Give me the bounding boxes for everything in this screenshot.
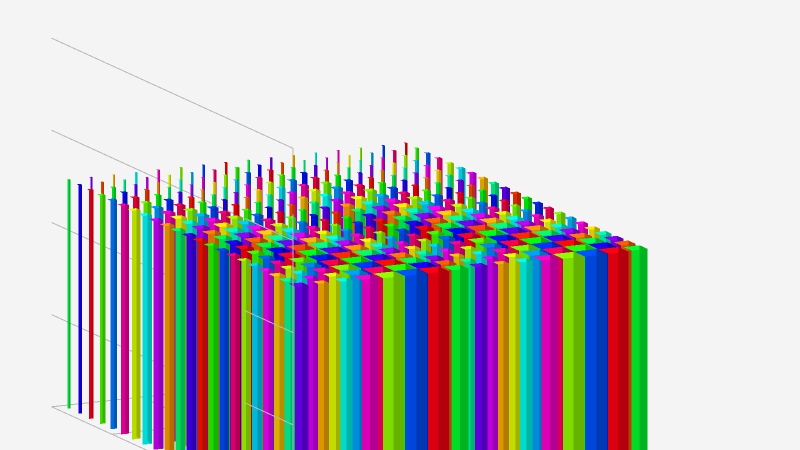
bar-face-front	[268, 267, 274, 450]
bar-face-front	[102, 193, 106, 424]
bar3d-item	[66, 179, 71, 409]
bar3d-item	[373, 271, 404, 450]
bar-face-front	[639, 245, 648, 450]
bar-face-front	[213, 242, 219, 450]
bar3d-item	[288, 282, 309, 450]
bar-face-front	[370, 274, 378, 450]
grid-line-wall-z-front	[244, 402, 294, 426]
bar3d-item	[170, 227, 186, 450]
bar3d-item	[574, 249, 608, 450]
bar-face-front	[393, 271, 404, 450]
bar3d-item	[127, 208, 141, 440]
bar3d-item	[214, 248, 229, 450]
bar-face-front	[573, 251, 584, 450]
bar-face-front	[481, 263, 488, 450]
bar3d-item	[268, 272, 285, 450]
grid-line-wall-z-front	[244, 217, 294, 241]
bar-face-front	[526, 258, 533, 450]
bar3d-item	[225, 253, 240, 450]
bar-face-front	[158, 217, 164, 449]
bar3d-item	[313, 280, 330, 450]
bar-face-front	[91, 188, 94, 419]
bar3d-item	[117, 203, 129, 435]
bar-face-front	[290, 277, 297, 450]
bar3d-item	[236, 258, 251, 450]
grid-line-wall-z-front	[244, 125, 294, 149]
bar3d-item	[138, 213, 153, 445]
bar-face-front	[69, 179, 71, 409]
bar-face-front	[147, 213, 153, 444]
bar-face-front	[312, 275, 318, 450]
bar3d-item	[159, 222, 175, 450]
bar3d-item	[302, 275, 318, 450]
bar3d-item	[334, 277, 353, 450]
bar-face-front	[224, 248, 229, 450]
bar3d-item	[533, 254, 559, 450]
bar-face-front	[438, 266, 449, 450]
bar3d-item	[353, 274, 378, 450]
bar3d-item	[278, 277, 297, 450]
bar3d-item	[469, 263, 488, 450]
bar3d-item	[443, 264, 469, 450]
bar-face-front	[503, 260, 509, 450]
bar3d-item	[192, 237, 208, 450]
bar-face-front	[113, 198, 118, 429]
bar-face-front	[246, 258, 251, 450]
bar-face-front	[136, 208, 141, 439]
bar-face-front	[618, 247, 629, 450]
bar3d-item	[623, 245, 648, 450]
bar-face-front	[346, 277, 353, 450]
grid-line-wall-z	[51, 406, 148, 450]
bar-face-front	[323, 280, 330, 450]
bar3d-item	[513, 258, 533, 450]
bar3d-item	[552, 251, 584, 450]
bar-face-front	[180, 227, 186, 450]
bar3d-item	[394, 268, 428, 450]
bar3d-item	[97, 193, 106, 425]
bar3d-item	[597, 247, 629, 450]
bar3d-item	[481, 255, 498, 450]
bar-face-front	[550, 254, 559, 450]
bar-face-front	[202, 237, 208, 450]
bar3d-item	[76, 184, 82, 414]
bar3d-item	[87, 188, 94, 419]
bar3d-item	[492, 260, 509, 450]
bar-face-front	[235, 253, 240, 450]
bar-face-front	[596, 249, 608, 450]
bar-face-front	[470, 258, 476, 450]
bar-face-front	[492, 255, 498, 450]
bar-face-front	[279, 272, 285, 450]
bar-face-front	[125, 203, 129, 434]
bar3d-item	[247, 262, 263, 450]
bar-face-front	[80, 184, 82, 414]
bar3d-item	[417, 266, 449, 450]
bar-face-front	[301, 282, 309, 450]
bar3d-item	[107, 198, 118, 430]
bar-face-front	[257, 262, 263, 450]
bar-face-front	[416, 268, 428, 450]
bar3d-item	[257, 267, 274, 450]
bar-face-front	[460, 264, 469, 450]
bar-face-front	[191, 232, 197, 450]
bar3d-item	[203, 242, 219, 450]
bar-face-front	[169, 222, 175, 450]
grid-line-wall-z-front	[244, 310, 294, 333]
bar3d-item	[181, 232, 197, 450]
bar3d-item	[148, 217, 164, 450]
